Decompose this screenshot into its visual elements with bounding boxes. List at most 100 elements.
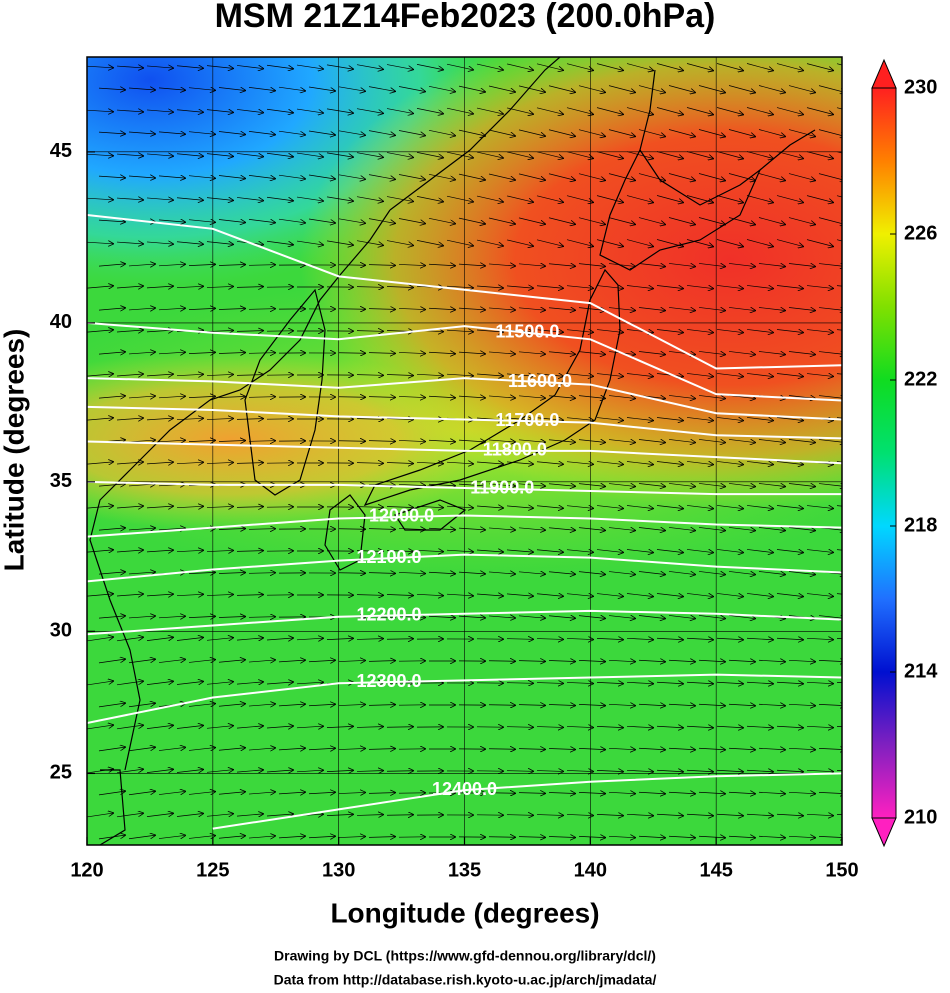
- wind-arrow: [296, 726, 323, 728]
- wind-arrow: [176, 682, 203, 685]
- wind-arrow: [218, 309, 245, 310]
- colorbar-scale: [871, 87, 897, 819]
- wind-arrow: [368, 573, 395, 574]
- wind-arrow: [386, 727, 413, 728]
- colorbar-tick-label: 210: [904, 806, 937, 828]
- wind-arrow: [518, 793, 545, 794]
- wind-arrow: [206, 682, 233, 685]
- wind-arrow: [728, 571, 755, 574]
- wind-arrow: [188, 572, 215, 573]
- wind-arrow: [686, 682, 713, 684]
- wind-arrow: [578, 528, 605, 531]
- wind-arrow: [146, 594, 173, 596]
- wind-arrow: [698, 615, 725, 618]
- wind-arrow: [416, 506, 443, 507]
- contour-label: 12200.0: [356, 604, 421, 624]
- wind-arrow: [626, 151, 653, 159]
- wind-arrow: [87, 506, 113, 508]
- wind-arrow: [506, 594, 533, 596]
- wind-arrow: [578, 217, 605, 225]
- wind-arrow: [716, 505, 743, 508]
- wind-arrow: [566, 286, 593, 289]
- wind-arrow: [608, 572, 635, 575]
- wind-arrow: [656, 107, 683, 115]
- wind-arrow: [536, 639, 563, 640]
- wind-arrow: [218, 573, 245, 574]
- wind-arrow: [806, 374, 833, 377]
- wind-arrow: [548, 352, 575, 355]
- wind-arrow: [368, 353, 395, 354]
- wind-arrow: [116, 330, 143, 332]
- wind-arrow: [758, 748, 785, 750]
- wind-arrow: [158, 132, 185, 134]
- contour-line: [87, 440, 842, 465]
- wind-arrow: [548, 616, 575, 619]
- wind-arrow: [356, 196, 383, 202]
- wind-arrow: [266, 64, 293, 69]
- wind-arrow: [638, 483, 665, 486]
- wind-arrow: [536, 815, 563, 816]
- wind-arrow: [87, 637, 113, 642]
- wind-arrow: [296, 64, 323, 69]
- wind-arrow: [458, 173, 485, 180]
- wind-arrow: [308, 792, 335, 793]
- wind-arrow: [356, 152, 383, 158]
- wind-arrow: [356, 331, 383, 332]
- wind-arrow: [248, 353, 275, 354]
- wind-arrow: [728, 748, 755, 750]
- wind-arrow: [668, 527, 695, 530]
- wind-arrow: [716, 239, 743, 246]
- wind-arrow: [386, 286, 413, 287]
- wind-arrow: [758, 527, 785, 530]
- wind-arrow: [446, 506, 473, 508]
- wind-arrow: [626, 63, 653, 71]
- wind-arrow: [308, 174, 335, 179]
- wind-arrow: [566, 594, 593, 597]
- wind-arrow: [656, 770, 683, 771]
- wind-arrow: [218, 792, 245, 795]
- wind-arrow: [236, 287, 263, 288]
- wind-arrow: [98, 747, 125, 752]
- wind-arrow: [236, 331, 263, 332]
- wind-arrow: [278, 704, 305, 706]
- wind-arrow: [296, 196, 323, 201]
- wind-arrow: [218, 836, 245, 839]
- wind-arrow: [278, 130, 305, 135]
- wind-arrow: [728, 792, 755, 794]
- x-tick-label: 125: [196, 859, 229, 881]
- wind-arrow: [398, 130, 425, 135]
- wind-arrow: [716, 682, 743, 684]
- wind-arrow: [87, 681, 113, 686]
- wind-arrow: [608, 484, 635, 487]
- wind-arrow: [518, 396, 545, 398]
- wind-arrow: [326, 64, 353, 69]
- contour-label: 11900.0: [470, 478, 534, 498]
- wind-arrow: [188, 352, 215, 353]
- wind-arrow: [566, 418, 593, 421]
- wind-arrow: [686, 814, 713, 816]
- wind-arrow: [398, 572, 425, 573]
- wind-arrow: [518, 661, 545, 662]
- wind-arrow: [188, 616, 215, 617]
- wind-arrow: [326, 240, 353, 245]
- wind-arrow: [638, 129, 665, 137]
- wind-arrow: [536, 418, 563, 420]
- wind-arrow: [296, 152, 323, 157]
- wind-arrow: [686, 549, 713, 552]
- wind-arrow: [536, 107, 563, 114]
- wind-arrow: [608, 440, 635, 443]
- wind-arrow: [566, 506, 593, 509]
- wind-arrow: [326, 726, 353, 727]
- wind-arrow: [728, 263, 755, 266]
- wind-arrow: [596, 330, 623, 333]
- wind-arrow: [668, 704, 695, 706]
- wind-arrow: [656, 682, 683, 683]
- y-axis-label: Latitude (degrees): [0, 329, 29, 572]
- wind-arrow: [266, 240, 293, 245]
- wind-arrow: [596, 770, 623, 771]
- wind-arrow: [116, 681, 143, 686]
- wind-arrow: [416, 108, 443, 113]
- wind-arrow: [668, 395, 695, 398]
- wind-arrow: [578, 616, 605, 619]
